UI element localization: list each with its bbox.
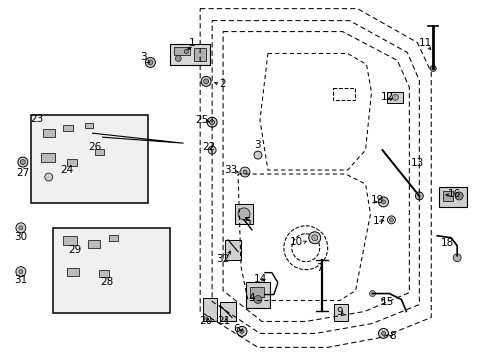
Circle shape <box>311 235 317 241</box>
Text: 7: 7 <box>316 263 323 273</box>
Bar <box>66 159 77 166</box>
Text: 23: 23 <box>30 114 43 124</box>
Circle shape <box>414 192 423 200</box>
Text: 6: 6 <box>233 324 240 334</box>
Text: 32: 32 <box>216 254 229 264</box>
Text: 31: 31 <box>14 275 27 285</box>
Bar <box>84 123 92 128</box>
Bar <box>31 115 148 203</box>
Text: 13: 13 <box>410 158 423 168</box>
Bar <box>245 282 269 307</box>
Circle shape <box>378 328 387 338</box>
Circle shape <box>16 223 26 233</box>
Bar <box>66 268 79 276</box>
Bar <box>42 129 55 137</box>
Text: 28: 28 <box>100 276 113 287</box>
Text: 3: 3 <box>254 140 261 150</box>
Circle shape <box>240 329 244 333</box>
Text: 1: 1 <box>188 37 195 48</box>
Circle shape <box>253 296 262 303</box>
Circle shape <box>19 226 23 230</box>
Text: 5: 5 <box>244 217 251 227</box>
Text: 25: 25 <box>195 115 208 125</box>
Bar <box>333 303 347 321</box>
Bar <box>442 191 452 201</box>
Circle shape <box>175 55 181 62</box>
Text: 10: 10 <box>290 237 303 247</box>
Circle shape <box>429 66 435 71</box>
Text: 9: 9 <box>336 307 342 318</box>
Circle shape <box>207 117 217 127</box>
Text: 29: 29 <box>68 245 81 255</box>
Circle shape <box>19 270 23 274</box>
Bar <box>87 240 100 248</box>
Text: 26: 26 <box>88 142 101 152</box>
Text: 15: 15 <box>380 297 393 306</box>
Bar <box>249 287 264 297</box>
Bar <box>62 125 73 131</box>
Circle shape <box>18 157 28 167</box>
Bar <box>53 228 170 314</box>
Bar <box>62 236 77 245</box>
Circle shape <box>45 173 53 181</box>
Bar <box>99 270 108 276</box>
Bar <box>438 187 466 207</box>
Text: 11: 11 <box>418 37 431 48</box>
Circle shape <box>238 208 249 220</box>
Bar <box>194 48 206 62</box>
Text: 3: 3 <box>140 53 146 63</box>
Text: 19: 19 <box>370 195 384 205</box>
Bar <box>108 235 118 241</box>
Circle shape <box>381 200 385 204</box>
Text: 30: 30 <box>14 232 27 242</box>
Bar <box>332 88 354 100</box>
Bar <box>41 153 55 162</box>
Text: 27: 27 <box>16 168 29 178</box>
Bar <box>170 44 210 66</box>
Circle shape <box>243 170 246 174</box>
Text: 24: 24 <box>60 165 73 175</box>
Circle shape <box>20 159 25 165</box>
Bar <box>174 46 190 55</box>
Circle shape <box>392 94 398 100</box>
Circle shape <box>203 79 208 84</box>
Bar <box>203 298 217 321</box>
Circle shape <box>308 232 320 244</box>
Circle shape <box>454 192 462 200</box>
Text: 8: 8 <box>388 332 395 341</box>
Text: 14: 14 <box>253 274 266 284</box>
Text: 20: 20 <box>199 316 212 327</box>
Circle shape <box>388 218 393 222</box>
Text: 18: 18 <box>440 238 453 248</box>
Bar <box>220 302 236 321</box>
Text: 4: 4 <box>248 293 255 302</box>
Bar <box>386 92 403 103</box>
Text: 33: 33 <box>224 165 237 175</box>
Circle shape <box>381 332 385 336</box>
Circle shape <box>237 327 246 336</box>
Circle shape <box>253 151 262 159</box>
Circle shape <box>369 291 375 297</box>
Circle shape <box>184 50 188 54</box>
Text: 17: 17 <box>372 216 386 226</box>
Circle shape <box>209 120 214 125</box>
Circle shape <box>208 146 216 154</box>
Text: 2: 2 <box>218 79 225 89</box>
Circle shape <box>378 197 387 207</box>
Text: 16: 16 <box>447 189 460 199</box>
Circle shape <box>240 167 249 177</box>
Text: 22: 22 <box>202 142 215 152</box>
Bar <box>224 240 241 260</box>
Circle shape <box>452 254 460 262</box>
Bar <box>235 204 252 224</box>
Circle shape <box>201 76 211 86</box>
Text: 12: 12 <box>380 92 393 102</box>
Circle shape <box>16 267 26 276</box>
Circle shape <box>145 58 155 67</box>
Bar <box>94 149 103 155</box>
Circle shape <box>147 60 153 65</box>
Circle shape <box>386 216 395 224</box>
Text: 21: 21 <box>217 316 230 327</box>
